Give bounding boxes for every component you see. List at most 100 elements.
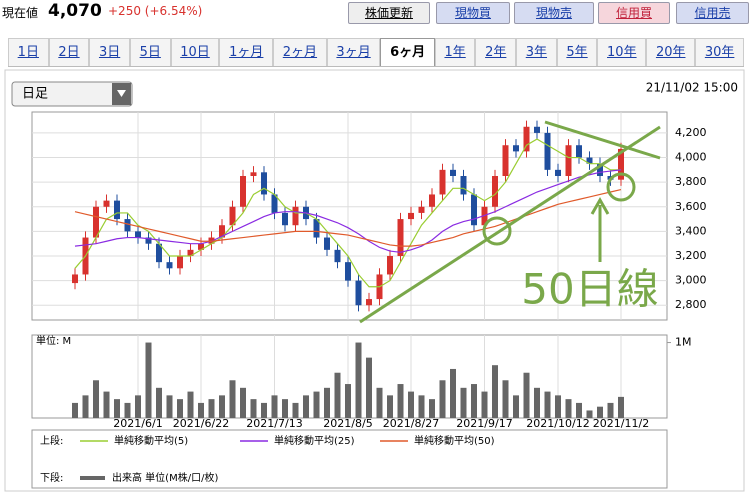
trend-line — [359, 125, 661, 324]
volume-bar — [492, 365, 498, 418]
volume-bar — [114, 399, 120, 418]
period-tab[interactable]: 2年 — [475, 38, 517, 66]
margin-sell-button[interactable]: 信用売 — [676, 2, 749, 24]
candle-body — [418, 206, 425, 213]
marks: 4,200 4,000 3,800 3,600 3,400 3,200 3,000 2,800… — [32, 112, 707, 447]
candle-body — [355, 280, 362, 306]
candle-body — [292, 206, 299, 226]
period-tab[interactable]: 5日 — [129, 38, 171, 66]
volume-bar — [450, 368, 456, 418]
candle-body — [72, 274, 78, 284]
candle-body — [450, 169, 456, 176]
period-tab[interactable]: 2ヶ月 — [273, 38, 327, 66]
period-tab[interactable]: 1日 — [8, 38, 49, 66]
volume-bar — [240, 387, 246, 418]
volume-bar — [366, 357, 372, 418]
candle-body — [492, 176, 498, 207]
candle-body — [177, 256, 183, 269]
candle-body — [387, 256, 393, 275]
candle-body — [408, 212, 414, 220]
volume-bar — [261, 402, 267, 418]
legend-label: 単純移動平均(25) — [274, 434, 355, 447]
x-tick-label: 2021/8/27 — [383, 417, 439, 430]
period-tab[interactable]: 5年 — [556, 38, 598, 66]
buy-button[interactable]: 現物買 — [436, 2, 510, 24]
x-tick-label: 2021/6/22 — [173, 417, 229, 430]
date-label: 21/11/02 15:00 — [646, 81, 738, 95]
candle-body — [429, 194, 435, 207]
volume-bar — [397, 384, 404, 418]
volume-bar — [565, 399, 572, 418]
x-tick-label: 2021/6/1 — [113, 417, 162, 430]
volume-bar — [313, 391, 320, 418]
period-tab[interactable]: 10年 — [597, 38, 647, 66]
period-tab[interactable]: 30年 — [695, 38, 745, 66]
candle-body — [513, 145, 519, 152]
period-tab[interactable]: 1ヶ月 — [219, 38, 274, 66]
y-tick-label: 3,200 — [675, 249, 707, 262]
period-tab[interactable]: 3年 — [516, 38, 557, 66]
sell-button[interactable]: 現物売 — [514, 2, 594, 24]
volume-bar — [555, 395, 561, 418]
price-label: 現在値 — [2, 6, 39, 20]
candle-body — [397, 219, 404, 256]
period-tab[interactable]: 10日 — [170, 38, 220, 66]
highlight-circle — [482, 216, 512, 246]
volume-tick-label: 1M — [675, 336, 692, 349]
volume-bar — [429, 399, 435, 418]
highlight-circle — [606, 172, 636, 202]
volume-bar — [618, 396, 624, 418]
volume-bar — [408, 391, 414, 418]
candle-body — [586, 157, 593, 164]
refresh-button[interactable]: 株価更新 — [348, 2, 430, 24]
candle-body — [439, 169, 446, 195]
trend-line — [544, 120, 661, 160]
legend-box — [31, 429, 668, 489]
volume-bar — [292, 402, 299, 418]
period-tab[interactable]: 6ヶ月 — [380, 38, 435, 66]
volume-bar — [597, 406, 603, 418]
candle-body — [334, 249, 341, 263]
period-tab[interactable]: 20年 — [646, 38, 696, 66]
volume-bar — [324, 387, 330, 418]
candle-body — [555, 169, 561, 176]
candle-body — [576, 145, 582, 158]
volume-bar — [166, 395, 173, 418]
volume-bar — [124, 402, 131, 418]
period-select[interactable] — [11, 81, 133, 107]
price-panel — [31, 111, 668, 321]
candle-body — [618, 148, 624, 180]
candle-body — [597, 163, 603, 176]
y-tick-label: 4,200 — [675, 126, 707, 139]
y-tick-label: 3,600 — [675, 200, 707, 213]
annotation-shapes — [359, 120, 661, 324]
volume-bar — [544, 391, 551, 418]
volume-bar — [82, 395, 89, 418]
candle-body — [145, 237, 152, 244]
select-arrow — [117, 90, 126, 97]
volume-bar — [471, 384, 477, 418]
margin-buy-button[interactable]: 信用買 — [598, 2, 670, 24]
period-label: 日足 — [22, 87, 48, 102]
candle-body — [313, 219, 320, 238]
volume-bar — [387, 395, 393, 418]
candle-body — [471, 194, 477, 226]
candle-body — [135, 231, 141, 238]
period-tab[interactable]: 3ヶ月 — [326, 38, 381, 66]
moving-average-line — [74, 138, 621, 288]
period-tab[interactable]: 1年 — [434, 38, 476, 66]
candle-body — [187, 249, 194, 256]
volume-bar — [250, 399, 257, 418]
legend-label: 単純移動平均(5) — [114, 434, 188, 447]
volume-bar — [177, 399, 183, 418]
volume-bar — [376, 387, 383, 418]
period-tab[interactable]: 2日 — [48, 38, 90, 66]
period-tab[interactable]: 3日 — [89, 38, 130, 66]
tabs: 1日 2日 3日 5日 10日 1ヶ月 2ヶ月 3ヶ月 6ヶ月 1年 2年 3年 5年 10年 20年 30年 — [8, 38, 745, 67]
volume-bar — [208, 399, 215, 418]
candle-body — [250, 172, 257, 176]
volume-bar — [418, 395, 425, 418]
header: 現在値 4,070 +250 (+6.54%) 株価更新 現物買 現物売 信用買… — [0, 0, 749, 26]
